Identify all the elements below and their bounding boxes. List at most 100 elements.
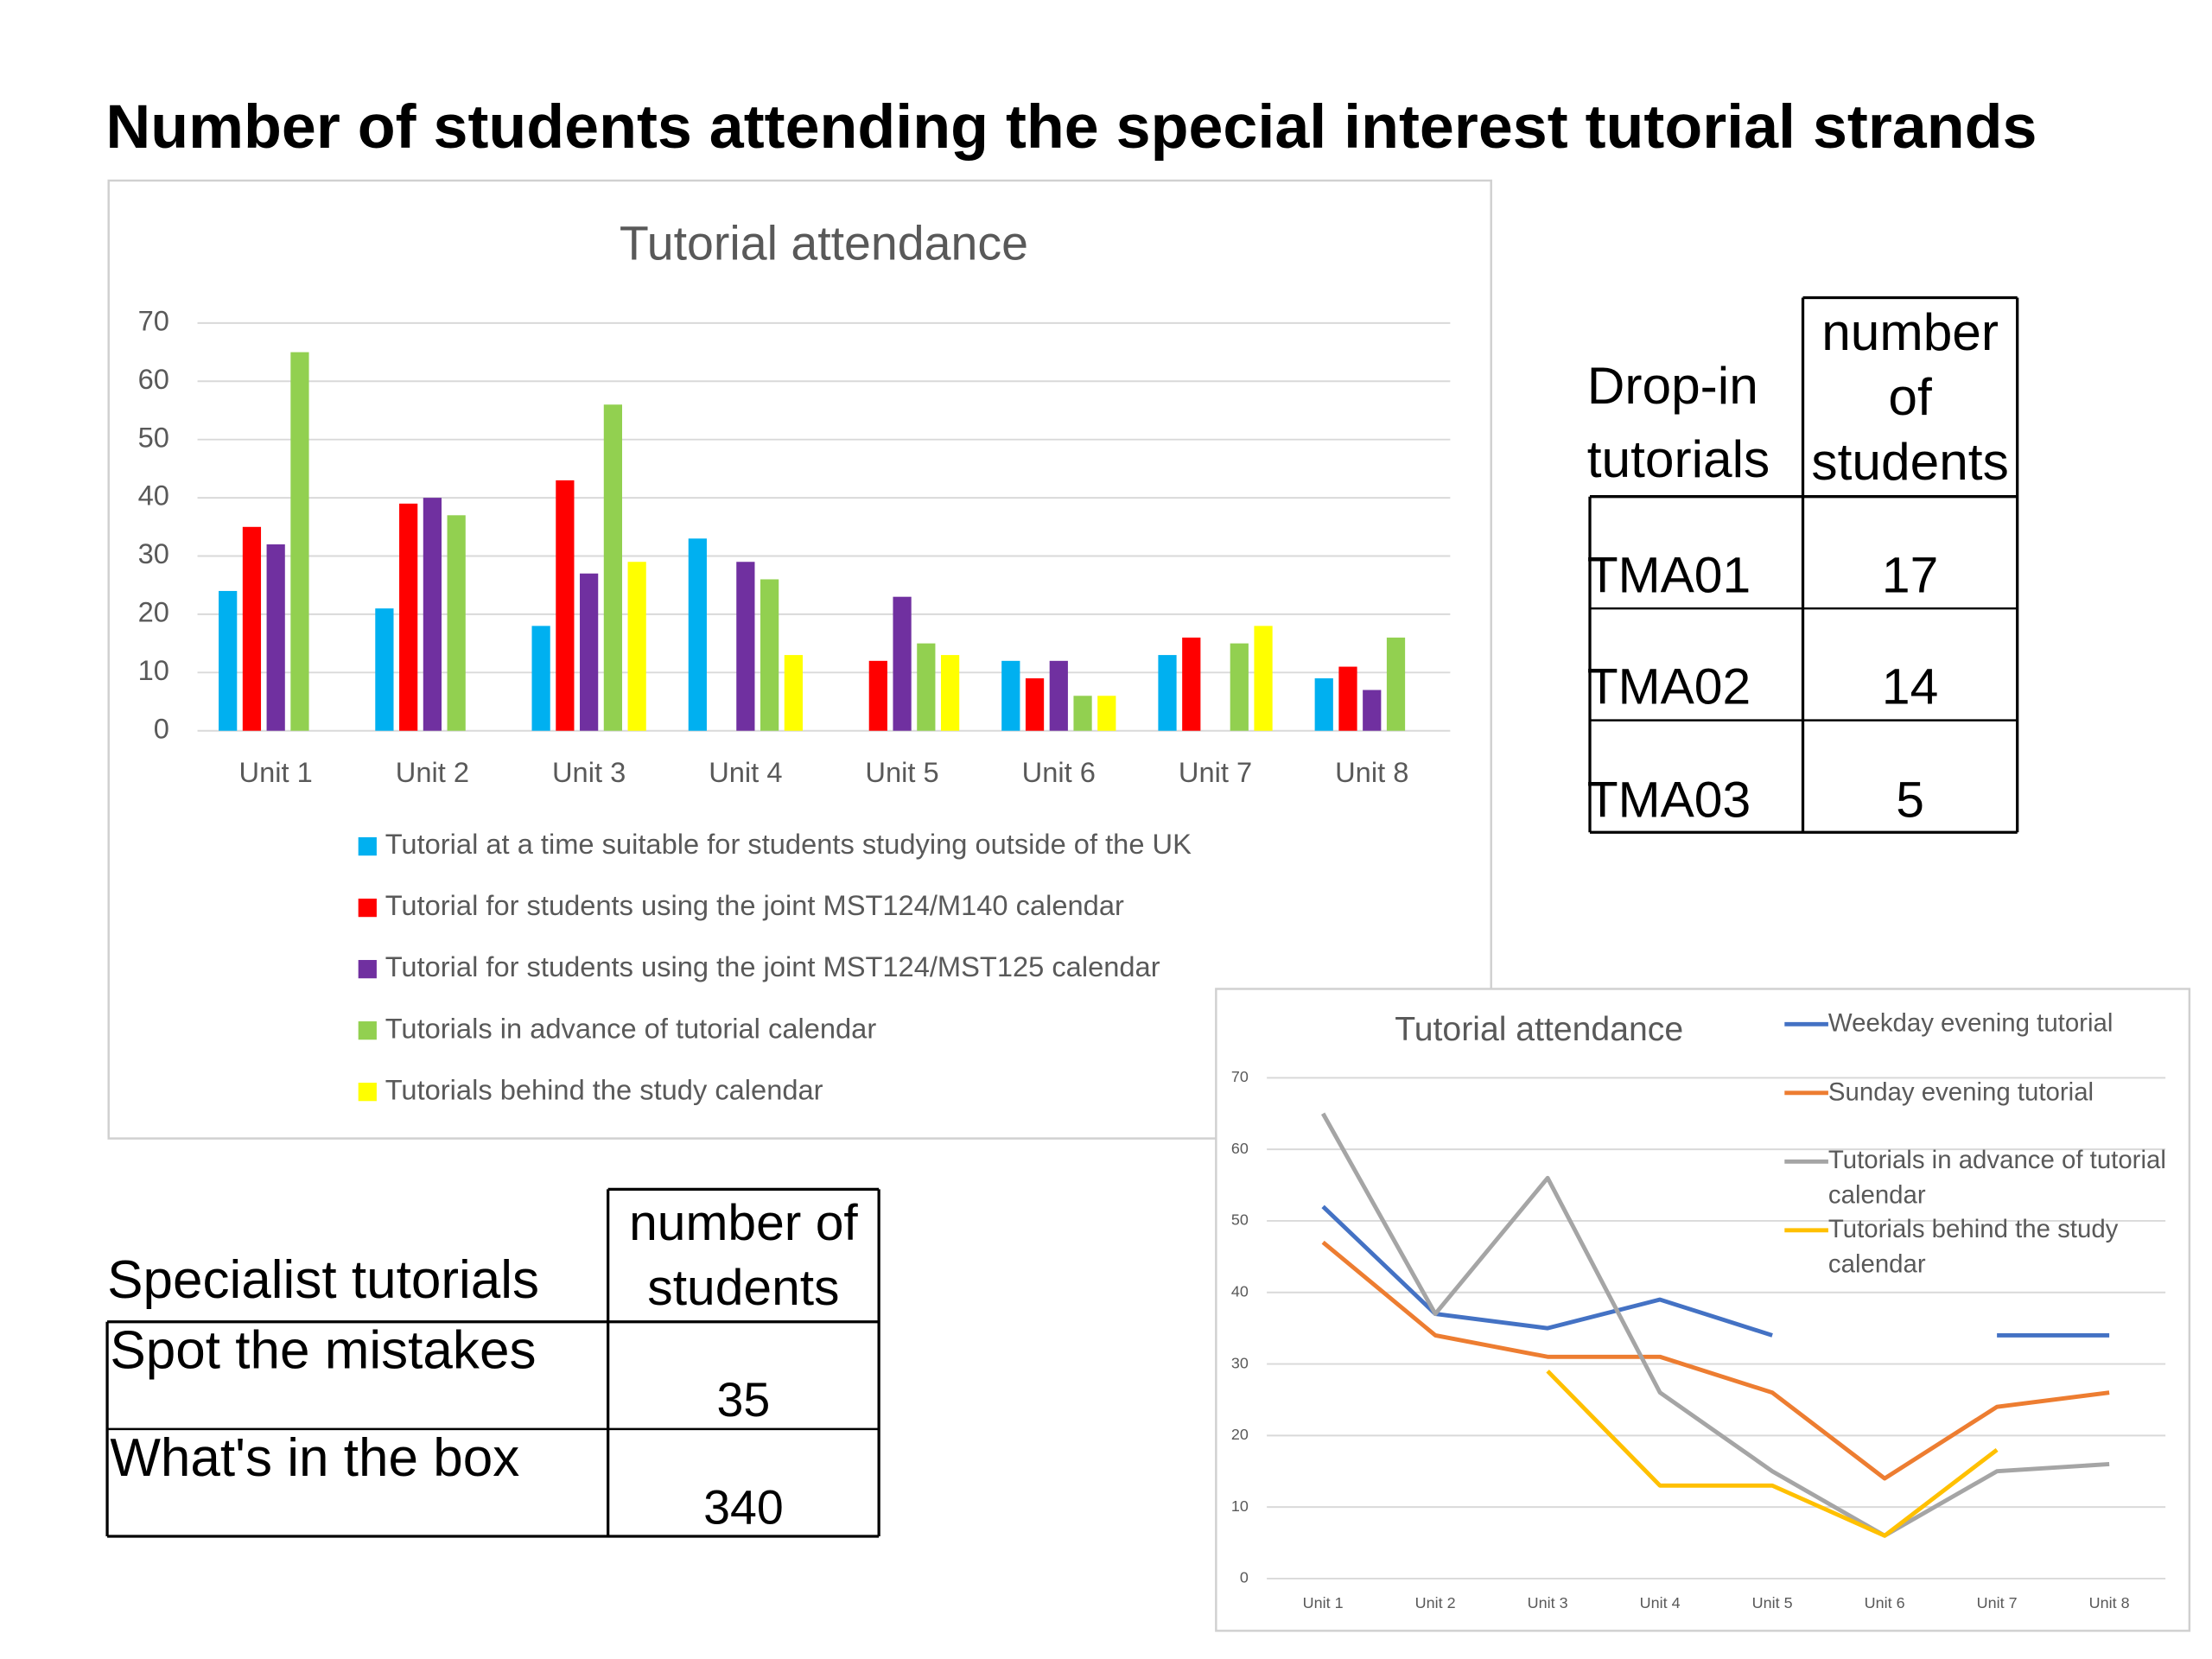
bar — [580, 573, 599, 731]
bar — [784, 655, 803, 731]
x-tick-label: Unit 2 — [1415, 1594, 1456, 1611]
table-header: number of students — [629, 1193, 858, 1317]
bar — [242, 526, 262, 731]
x-tick-label: Unit 8 — [2089, 1594, 2130, 1611]
x-tick-label: Unit 5 — [865, 756, 938, 788]
x-tick-label: Unit 7 — [1977, 1594, 2018, 1611]
legend-swatch — [358, 1021, 377, 1040]
table-cell-box: TMA03 — [1587, 770, 1751, 828]
table-cell-box: Spot the mistakes — [110, 1321, 537, 1382]
line — [1320, 1112, 2110, 1538]
legend-label: Tutorial for students using the joint MS… — [385, 889, 1124, 921]
table-cell: What's in the box — [110, 1428, 520, 1489]
x-tick-label: Unit 5 — [1752, 1594, 1793, 1611]
legend-label-box: Weekday evening tutorial — [1828, 1008, 2113, 1037]
bar — [1001, 660, 1020, 731]
bar — [1254, 626, 1273, 731]
legend-label: Tutorials in advance of tutorial calenda… — [385, 1012, 877, 1044]
table-cell: TMA01 — [1586, 545, 1751, 604]
bar — [1049, 660, 1068, 731]
x-tick-label: Unit 2 — [396, 756, 469, 788]
chart-title: Tutorial attendance — [620, 216, 1028, 270]
y-tick-label: 70 — [1231, 1068, 1249, 1085]
bar — [447, 515, 466, 731]
bar — [688, 538, 707, 731]
x-tick-label: Unit 6 — [1865, 1594, 1905, 1611]
table-header-box: Drop-in tutorials — [1586, 357, 1770, 488]
bar — [868, 660, 887, 731]
x-tick-label: Unit 1 — [1303, 1594, 1344, 1611]
line — [1546, 1370, 1999, 1538]
legend-swatch — [358, 1083, 377, 1102]
table-cell-box: TMA01 — [1586, 545, 1751, 604]
bar — [1386, 637, 1406, 731]
bar — [531, 626, 550, 731]
y-tick-label: 10 — [138, 654, 169, 686]
x-tick-label: Unit 3 — [1528, 1594, 1568, 1611]
y-tick-label: 0 — [154, 712, 169, 744]
bar — [1230, 643, 1249, 731]
bar — [290, 352, 309, 731]
bar — [627, 562, 646, 731]
bar — [1338, 666, 1357, 731]
table-cell-box: What's in the box — [110, 1428, 520, 1489]
bar — [1073, 696, 1092, 731]
legend-label-box: Tutorials in advance of tutorial calenda… — [1828, 1146, 2166, 1209]
y-tick-label: 20 — [138, 596, 169, 628]
legend-swatch — [358, 960, 377, 979]
y-tick-label: 0 — [1240, 1569, 1249, 1586]
legend-label: Tutorials behind the study calendar — [385, 1073, 823, 1105]
table-header: Specialist tutorials — [107, 1251, 540, 1311]
slide-title: Number of students attending the special… — [105, 92, 2037, 162]
x-tick-label: Unit 8 — [1335, 756, 1408, 788]
table-header-box: number of students — [629, 1193, 858, 1317]
bar — [940, 655, 960, 731]
table-cell-box: 35 — [716, 1374, 771, 1428]
legend-label: Tutorials behind the study calendar — [1827, 1214, 2119, 1279]
legend-label-box: Sunday evening tutorial — [1827, 1077, 2094, 1106]
table-header-box: Specialist tutorials — [107, 1251, 540, 1311]
bar — [266, 544, 285, 731]
table-cell: 17 — [1881, 545, 1939, 604]
y-tick-label: 40 — [1231, 1282, 1249, 1300]
table-cell-box: TMA02 — [1586, 658, 1751, 716]
table-cell-box: 14 — [1881, 658, 1939, 716]
table-cell: TMA02 — [1586, 658, 1751, 716]
y-tick-label: 20 — [1231, 1426, 1249, 1443]
chart-frame — [1215, 988, 2191, 1632]
x-tick-label: Unit 1 — [239, 756, 313, 788]
bar — [1025, 678, 1045, 731]
line — [1321, 1205, 2110, 1338]
bar — [1363, 690, 1382, 731]
bar — [375, 608, 394, 731]
y-tick-label: 60 — [138, 363, 169, 395]
bar — [760, 579, 779, 731]
bar — [917, 643, 936, 731]
x-tick-label: Unit 6 — [1022, 756, 1096, 788]
y-tick-label: 50 — [1231, 1211, 1249, 1229]
table-cell: Spot the mistakes — [110, 1321, 537, 1382]
bar — [736, 562, 755, 731]
y-tick-label: 40 — [138, 480, 169, 512]
table-cell: 340 — [703, 1481, 784, 1535]
x-tick-label: Unit 4 — [709, 756, 782, 788]
table-cell: 35 — [716, 1374, 771, 1428]
table-cell-box: 5 — [1896, 769, 1924, 828]
y-tick-label: 50 — [138, 421, 169, 453]
y-tick-label: 70 — [138, 305, 169, 337]
table-cell: 14 — [1881, 658, 1939, 716]
y-tick-label: 60 — [1231, 1140, 1249, 1157]
line — [1321, 1240, 2110, 1481]
x-tick-label: Unit 3 — [552, 756, 626, 788]
legend-label: Sunday evening tutorial — [1827, 1077, 2094, 1106]
y-tick-label: 30 — [1231, 1354, 1249, 1371]
x-tick-label: Unit 4 — [1640, 1594, 1681, 1611]
table-cell-box: 340 — [703, 1481, 784, 1535]
table-cell: 5 — [1896, 769, 1924, 828]
chart-title: Tutorial attendance — [1395, 1011, 1683, 1048]
table-header: Drop-in tutorials — [1586, 357, 1770, 488]
bar — [1158, 655, 1177, 731]
legend-swatch — [358, 899, 377, 918]
bar — [423, 498, 442, 731]
